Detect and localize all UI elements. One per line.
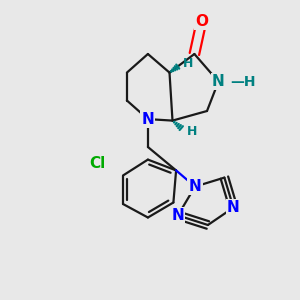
Text: O: O: [195, 14, 208, 28]
Text: H: H: [183, 57, 194, 70]
Text: N: N: [212, 74, 225, 89]
Text: Cl: Cl: [89, 156, 105, 171]
Text: N: N: [142, 112, 154, 127]
Text: H: H: [187, 124, 197, 138]
Text: —H: —H: [230, 75, 255, 88]
Text: N: N: [172, 208, 184, 223]
Text: N: N: [189, 179, 201, 194]
Text: N: N: [227, 200, 240, 215]
